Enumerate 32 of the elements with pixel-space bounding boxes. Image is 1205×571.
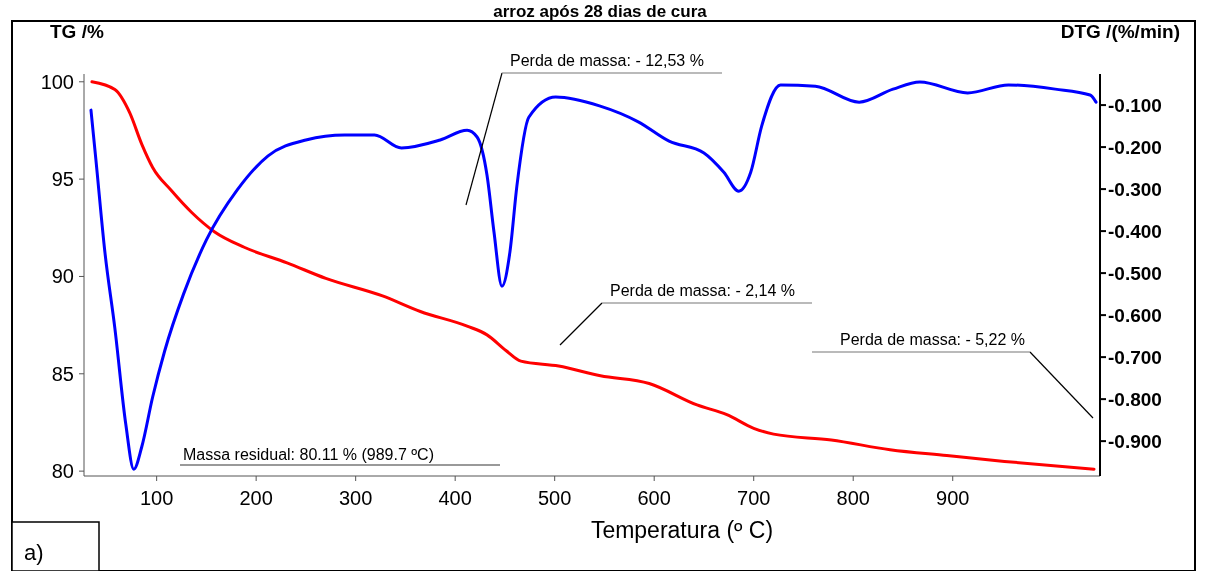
y2-tick-label: -0.300 bbox=[1108, 179, 1162, 201]
text: Perda de massa: - 12,53 % bbox=[510, 52, 704, 69]
x-tick-label: 100 bbox=[139, 487, 174, 509]
y2-axis-title: DTG /(%/min) bbox=[1060, 21, 1180, 42]
x-tick-label: 800 bbox=[836, 487, 870, 509]
x-tick-label: 900 bbox=[936, 487, 970, 509]
y2-tick-label: -0.200 bbox=[1108, 137, 1162, 159]
text: a) bbox=[24, 540, 44, 565]
y2-tick-label: -0.700 bbox=[1108, 347, 1162, 369]
x-tick-label: 200 bbox=[239, 487, 273, 509]
y2-tick-label: -0.600 bbox=[1108, 305, 1162, 327]
annotation: Perda de massa: - 5,22 % bbox=[840, 331, 1025, 348]
y2-tick-label: -0.500 bbox=[1108, 263, 1162, 285]
y-tick-label: 100 bbox=[40, 70, 74, 93]
y2-tick-label: -0.100 bbox=[1108, 95, 1162, 117]
annotation: Perda de massa: - 2,14 % bbox=[610, 282, 795, 299]
y-tick-label: 90 bbox=[51, 265, 74, 288]
y2-tick-label: -0.800 bbox=[1108, 389, 1162, 411]
y-tick-label: 85 bbox=[51, 362, 74, 385]
chart-title: arroz após 28 dias de cura bbox=[493, 2, 708, 21]
x-tick-label: 700 bbox=[737, 487, 771, 509]
x-tick-label: 500 bbox=[538, 487, 572, 509]
y2-tick-label: -0.400 bbox=[1108, 221, 1162, 243]
x-tick-label: 600 bbox=[637, 487, 671, 509]
y2-tick-label: -0.900 bbox=[1108, 431, 1162, 453]
annotation: Massa residual: 80.11 % (989.7 ºC) bbox=[183, 446, 434, 463]
y-axis-title: TG /% bbox=[50, 21, 104, 42]
y-tick-label: 95 bbox=[51, 168, 74, 191]
y-tick-label: 80 bbox=[51, 460, 74, 483]
x-tick-label: 400 bbox=[438, 487, 472, 509]
x-tick-label: 300 bbox=[338, 487, 373, 509]
x-axis-title: Temperatura (º C) bbox=[590, 517, 774, 543]
